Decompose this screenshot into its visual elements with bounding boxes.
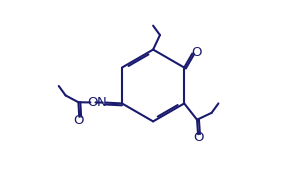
Text: N: N [97, 96, 107, 109]
Text: O: O [74, 114, 84, 127]
Text: O: O [194, 131, 204, 144]
Text: O: O [88, 96, 98, 109]
Text: O: O [191, 46, 201, 59]
